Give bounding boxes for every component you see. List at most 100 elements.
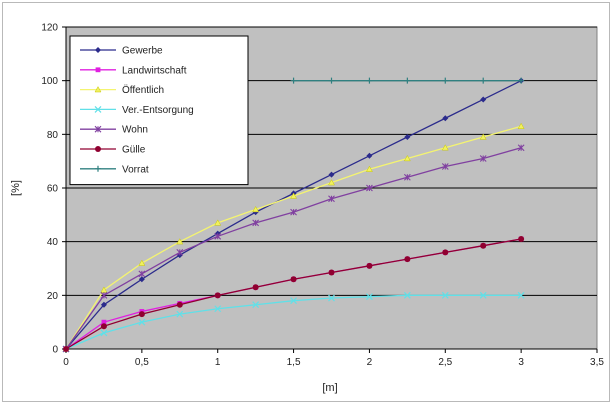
- legend-marker: [95, 47, 101, 53]
- legend-label: Vorrat: [122, 164, 149, 175]
- data-point: [176, 249, 184, 256]
- data-point: [100, 301, 107, 308]
- data-point: [138, 311, 145, 318]
- data-point: [366, 77, 373, 84]
- data-point: [214, 219, 222, 226]
- data-point: [252, 284, 259, 291]
- data-point: [403, 154, 411, 162]
- data-point: [290, 208, 297, 216]
- data-point: [366, 293, 373, 301]
- legend-marker: [95, 67, 101, 73]
- data-point: [518, 77, 525, 84]
- x-tick-label: 1: [215, 357, 221, 368]
- data-point: [442, 115, 449, 122]
- data-point: [403, 173, 411, 181]
- y-tick-label: 40: [47, 237, 59, 248]
- data-point: [442, 77, 449, 84]
- series-5: [63, 235, 525, 352]
- x-tick-label: 0,5: [135, 357, 149, 368]
- data-point: [138, 259, 146, 266]
- data-point: [366, 184, 373, 192]
- legend-label: Gewerbe: [122, 46, 163, 57]
- data-point: [479, 291, 487, 299]
- data-point: [214, 232, 222, 240]
- legend-entry: Landwirtschaft: [80, 65, 187, 76]
- data-point: [366, 262, 373, 269]
- y-tick-label: 20: [47, 291, 59, 302]
- data-point: [176, 301, 183, 308]
- y-tick-label: 100: [41, 76, 58, 87]
- data-point: [442, 249, 449, 256]
- legend-entry: Gülle: [80, 145, 146, 156]
- series-4: [62, 144, 525, 353]
- data-point: [480, 96, 487, 103]
- data-point: [517, 144, 525, 152]
- x-tick-label: 3: [518, 357, 524, 368]
- legend-entry: Gewerbe: [80, 46, 163, 57]
- data-point: [328, 294, 335, 302]
- data-point: [328, 269, 335, 276]
- chart-frame: 0 20 40 60 80 100 120 0 0,5 1 1,5 2 2,5 3 3,5 [%] [m] …: [2, 2, 610, 402]
- y-tick-label: 60: [47, 184, 59, 195]
- data-point: [176, 238, 184, 245]
- data-point: [366, 165, 373, 172]
- data-point: [214, 292, 221, 299]
- series-6: [290, 77, 525, 84]
- data-point: [404, 134, 411, 141]
- data-point: [328, 195, 335, 203]
- data-point: [480, 77, 487, 84]
- data-point: [328, 77, 335, 84]
- legend-label: Gülle: [122, 145, 146, 156]
- data-point: [138, 270, 146, 278]
- legend-entry: Ver.-Entsorgung: [80, 105, 194, 116]
- data-point: [101, 319, 107, 325]
- legend-label: Landwirtschaft: [122, 65, 187, 76]
- data-point: [100, 329, 108, 337]
- y-tick-label: 80: [47, 130, 59, 141]
- legend-marker: [94, 86, 102, 93]
- data-point: [328, 179, 335, 186]
- data-point: [366, 152, 373, 159]
- data-point: [517, 122, 525, 129]
- series-2: [62, 122, 525, 352]
- legend-marker: [94, 105, 102, 113]
- data-point: [176, 310, 184, 318]
- data-point: [404, 256, 411, 263]
- x-tick-label: 2,5: [438, 357, 452, 368]
- legend-entry: Öffentlich: [80, 84, 164, 96]
- legend-label: Ver.-Entsorgung: [122, 105, 194, 116]
- legend-marker: [94, 125, 102, 133]
- data-point: [138, 318, 146, 326]
- data-point: [138, 276, 145, 283]
- x-tick-label: 1,5: [287, 357, 301, 368]
- data-point: [290, 276, 297, 283]
- axes: 0 20 40 60 80 100 120 0 0,5 1 1,5 2 2,5 3 3,5: [41, 23, 604, 369]
- data-point: [100, 323, 107, 330]
- data-point: [252, 301, 260, 309]
- legend-marker: [95, 165, 101, 172]
- y-tick-label: 120: [41, 23, 58, 34]
- legend-label: Öffentlich: [122, 84, 164, 96]
- series-3: [62, 291, 525, 353]
- data-point: [480, 242, 487, 249]
- data-point: [63, 346, 69, 352]
- series-layer: [62, 77, 525, 353]
- x-axis-label: [m]: [322, 382, 337, 394]
- data-point: [441, 291, 449, 299]
- x-tick-label: 3,5: [590, 357, 604, 368]
- data-point: [441, 144, 449, 151]
- y-axis-label: [%]: [10, 180, 22, 196]
- y-tick-label: 0: [52, 345, 58, 356]
- legend-marker: [95, 146, 101, 152]
- data-point: [404, 77, 411, 84]
- data-point: [290, 297, 297, 305]
- data-point: [517, 291, 525, 299]
- legend-label: Wohn: [122, 125, 148, 136]
- data-point: [100, 291, 108, 299]
- data-point: [328, 171, 335, 178]
- x-tick-label: 0: [63, 357, 69, 368]
- legend-entry: Vorrat: [80, 164, 149, 175]
- legend-entry: Wohn: [80, 125, 148, 136]
- data-point: [479, 155, 487, 162]
